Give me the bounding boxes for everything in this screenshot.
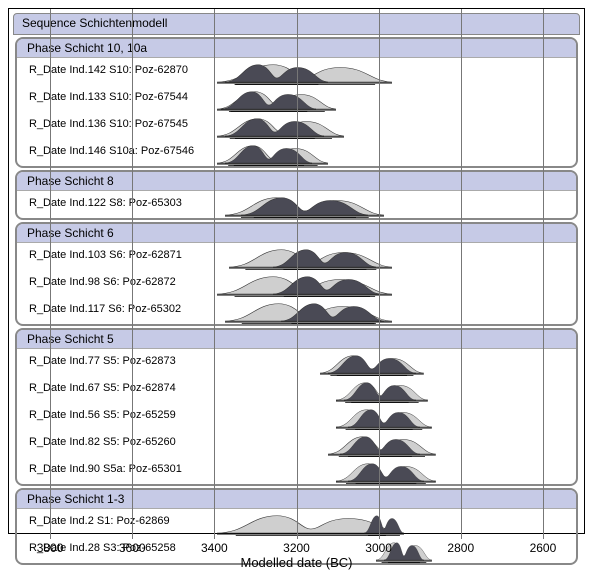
- tick-label: 2600: [530, 541, 557, 555]
- date-label: R_Date Ind.146 S10a: Poz-67546: [29, 145, 194, 157]
- date-label: R_Date Ind.103 S6: Poz-62871: [29, 249, 182, 261]
- tick-label: 3000: [365, 541, 392, 555]
- gridline: [50, 9, 51, 539]
- gridline: [379, 9, 380, 539]
- gridline: [297, 9, 298, 539]
- plot-area: Sequence Schichtenmodell Phase Schicht 1…: [8, 8, 585, 534]
- modelled-dist: [273, 243, 377, 270]
- modelled-dist: [340, 430, 420, 457]
- modelled-dist: [225, 139, 313, 166]
- date-label: R_Date Ind.133 S10: Poz-67544: [29, 91, 188, 103]
- gridline: [132, 9, 133, 539]
- tick-label: 3600: [119, 541, 146, 555]
- tick-label: 3200: [283, 541, 310, 555]
- modelled-dist: [328, 349, 416, 376]
- date-label: R_Date Ind.136 S10: Poz-67545: [29, 118, 188, 130]
- gridline: [461, 9, 462, 539]
- modelled-dist: [225, 58, 329, 85]
- date-label: R_Date Ind.117 S6: Poz-65302: [29, 303, 181, 315]
- date-label: R_Date Ind.122 S8: Poz-65303: [29, 197, 182, 209]
- x-axis-label: Modelled date (BC): [0, 555, 593, 570]
- modelled-dist: [273, 270, 381, 297]
- sequence-title-text: Sequence Schichtenmodell: [22, 16, 167, 30]
- date-label: R_Date Ind.90 S5a: Poz-65301: [29, 463, 182, 475]
- tick-label: 3800: [37, 541, 64, 555]
- gridline: [214, 9, 215, 539]
- oxcal-plot: Sequence Schichtenmodell Phase Schicht 1…: [0, 0, 593, 574]
- date-label: R_Date Ind.142 S10: Poz-62870: [29, 64, 188, 76]
- modelled-dist: [221, 85, 317, 112]
- tick-label: 2800: [447, 541, 474, 555]
- modelled-dist: [348, 457, 424, 484]
- gridline: [543, 9, 544, 539]
- modelled-dist: [241, 191, 369, 218]
- tick-label: 3400: [201, 541, 228, 555]
- modelled-dist: [348, 403, 420, 430]
- modelled-dist: [225, 112, 325, 139]
- modelled-dist: [364, 509, 404, 536]
- modelled-dist: [344, 376, 416, 403]
